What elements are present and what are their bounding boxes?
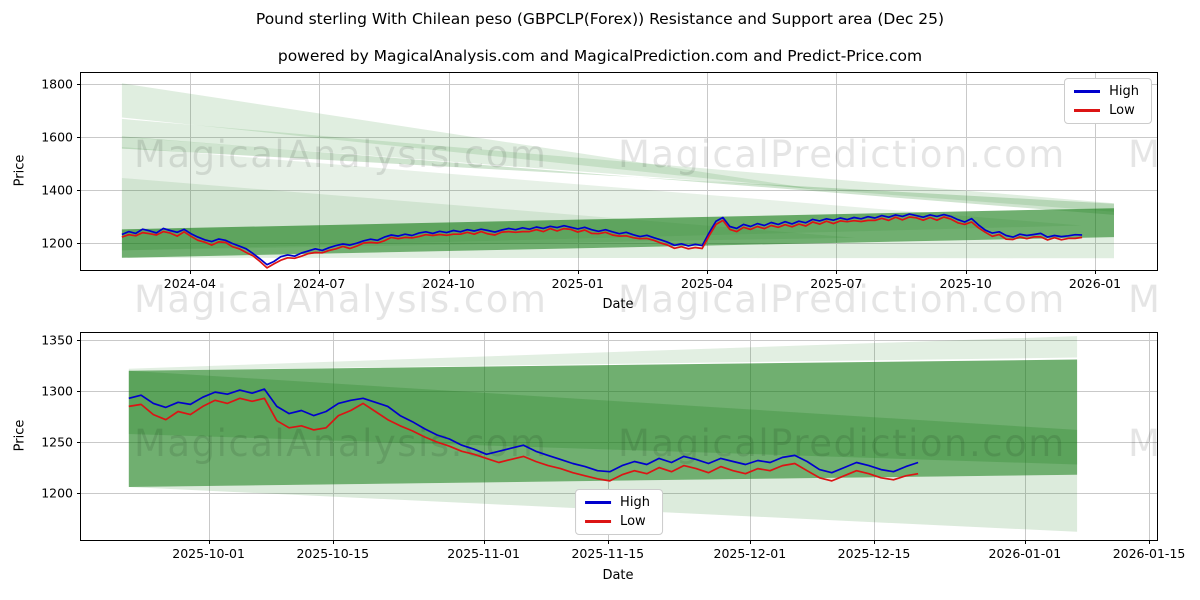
- legend: High Low: [575, 489, 663, 535]
- y-tick-label: 1300: [41, 383, 73, 399]
- x-tickmark: [1024, 540, 1026, 544]
- x-tick-label: 2025-04: [680, 276, 734, 291]
- y-tickmark: [77, 83, 81, 85]
- x-tick-label: 2024-07: [293, 276, 346, 291]
- x-tick-label: 2025-11-01: [447, 546, 520, 561]
- x-tickmark: [332, 540, 334, 544]
- x-tickmark: [707, 270, 709, 274]
- x-tickmark: [577, 270, 579, 274]
- x-tick-label: 2025-11-15: [571, 546, 645, 561]
- legend-label: High: [620, 495, 650, 510]
- x-tick-label: 2026-01-01: [988, 546, 1062, 561]
- y-axis-label-main: Price: [12, 154, 28, 187]
- x-tickmark: [189, 270, 191, 274]
- y-tick-label: 1250: [41, 434, 73, 450]
- x-tickmark: [208, 540, 210, 544]
- high-line: [128, 388, 919, 474]
- high-line: [121, 213, 1083, 266]
- y-tickmark: [77, 493, 81, 495]
- low-legend-swatch: [1074, 109, 1101, 112]
- legend-entry: Low: [1074, 104, 1139, 117]
- high-legend-swatch: [585, 501, 612, 504]
- gridline-x: [836, 73, 838, 270]
- gridline-x: [707, 73, 709, 270]
- low-legend-swatch: [585, 520, 612, 523]
- gridline-x: [577, 73, 579, 270]
- x-tick-label: 2025-10: [939, 276, 992, 291]
- gridline-y: [81, 83, 1157, 85]
- x-tick-label: 2025-10-15: [296, 546, 370, 561]
- x-axis-label-zoom: Date: [602, 568, 634, 583]
- y-tickmark: [77, 391, 81, 393]
- chart-subtitle: powered by MagicalAnalysis.com and Magic…: [277, 47, 923, 65]
- band-polygon: [128, 359, 1078, 487]
- legend-entry: Low: [585, 515, 650, 528]
- y-tickmark: [77, 442, 81, 444]
- price-lines: [121, 213, 1083, 269]
- gridline-y: [81, 136, 1157, 138]
- low-line: [121, 216, 1083, 269]
- y-tickmark: [77, 189, 81, 191]
- x-tickmark: [483, 540, 485, 544]
- gridline-x: [319, 73, 321, 270]
- x-tick-label: 2025-12-15: [837, 546, 911, 561]
- legend-label: High: [1109, 84, 1139, 99]
- main-chart-plot: 1200 1400 1600 1800 2024-04 2024-07 2024-10 202…: [41, 72, 1158, 291]
- x-tick-label: 2025-12-01: [713, 546, 787, 561]
- y-tickmark: [77, 340, 81, 342]
- gridline-x: [1095, 73, 1097, 270]
- x-tick-label: 2024-10: [422, 276, 475, 291]
- low-line: [128, 397, 919, 482]
- y-tickmark: [77, 243, 81, 244]
- legend-label: Low: [620, 514, 646, 529]
- high-legend-swatch: [1074, 90, 1101, 93]
- y-tick-label: 1400: [41, 182, 73, 198]
- x-tickmark: [1095, 270, 1097, 274]
- x-tickmark: [874, 540, 875, 544]
- x-tick-label: 2026-01: [1068, 276, 1122, 291]
- gridline-x: [1149, 333, 1151, 540]
- y-axis-label-zoom: Price: [12, 419, 28, 452]
- x-tickmark: [319, 270, 321, 274]
- x-tickmark: [607, 540, 609, 544]
- price-lines: [128, 388, 919, 482]
- legend: High Low: [1064, 78, 1152, 124]
- band-polygon: [128, 336, 1078, 371]
- x-tick-label: 2025-01: [551, 276, 604, 291]
- x-tickmark: [836, 270, 838, 274]
- band-polygon: [121, 83, 824, 191]
- x-tick-label: 2025-10-01: [172, 546, 245, 561]
- x-axis-label-main: Date: [602, 297, 634, 312]
- chart-title: Pound sterling With Chilean peso (GBPCLP…: [255, 10, 945, 28]
- legend-entry: High: [585, 496, 650, 509]
- gridline-x: [965, 73, 967, 270]
- band-polygon: [121, 136, 1114, 215]
- band-polygon: [128, 370, 1078, 465]
- legend-label: Low: [1109, 103, 1135, 118]
- y-tick-label: 1200: [41, 485, 73, 501]
- x-tick-label: 2024-04: [163, 276, 217, 291]
- zoom-chart-plot: 1200 1250 1300 1350 2025-10-01 2025-10-15 2025…: [41, 332, 1185, 561]
- gridline-y: [81, 189, 1157, 191]
- x-tick-label: 2026-01-15: [1112, 546, 1186, 561]
- band-polygon: [121, 118, 1114, 212]
- x-tickmark: [965, 270, 967, 274]
- y-tick-label: 1200: [41, 235, 73, 251]
- y-tickmark: [77, 136, 81, 138]
- y-tick-label: 1350: [41, 332, 73, 348]
- y-tick-label: 1600: [41, 129, 73, 145]
- y-tick-label: 1800: [41, 76, 73, 92]
- x-tick-label: 2025-07: [810, 276, 863, 291]
- gridline-x: [189, 73, 191, 270]
- x-tickmark: [1149, 540, 1151, 544]
- x-tickmark: [448, 270, 450, 274]
- legend-entry: High: [1074, 85, 1139, 98]
- x-tickmark: [749, 540, 751, 544]
- gridline-y: [81, 340, 1157, 342]
- band-polygon: [121, 237, 1114, 259]
- gridline-x: [448, 73, 450, 270]
